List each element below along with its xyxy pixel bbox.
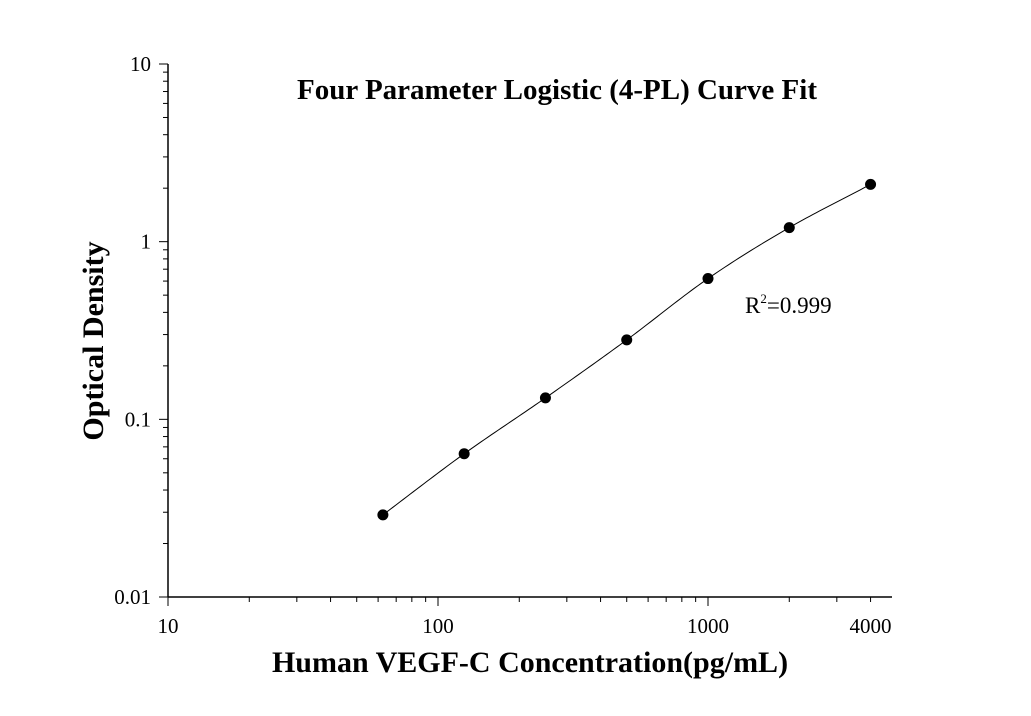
y-tick-label: 0.01	[114, 585, 151, 609]
x-tick-label: 4000	[850, 614, 892, 638]
tick-labels: 0.01 0.1 1 10 10 100 1000 4000	[114, 52, 891, 638]
x-tick-label: 1000	[687, 614, 729, 638]
data-point	[621, 334, 633, 346]
data-point	[377, 509, 389, 521]
r-squared-value: =0.999	[767, 293, 832, 318]
data-point	[865, 178, 877, 190]
x-tick-label: 100	[422, 614, 454, 638]
x-tick-label: 10	[158, 614, 179, 638]
r-squared-annotation: R2=0.999	[745, 291, 832, 318]
r-squared-sup: 2	[760, 291, 767, 306]
data-point	[702, 273, 714, 285]
data-points	[377, 178, 877, 521]
data-point	[458, 448, 470, 460]
axes	[167, 64, 892, 598]
ticks	[159, 63, 872, 606]
fit-curve	[382, 183, 871, 516]
r-squared-r: R	[745, 293, 761, 318]
y-tick-label: 10	[130, 52, 151, 76]
data-point	[539, 392, 551, 404]
chart-title: Four Parameter Logistic (4-PL) Curve Fit	[297, 74, 817, 106]
data-point	[783, 222, 795, 234]
y-tick-label: 0.1	[125, 407, 151, 431]
x-axis-title: Human VEGF-C Concentration(pg/mL)	[272, 646, 788, 679]
y-axis-title: Optical Density	[77, 241, 110, 440]
y-tick-label: 1	[141, 230, 152, 254]
